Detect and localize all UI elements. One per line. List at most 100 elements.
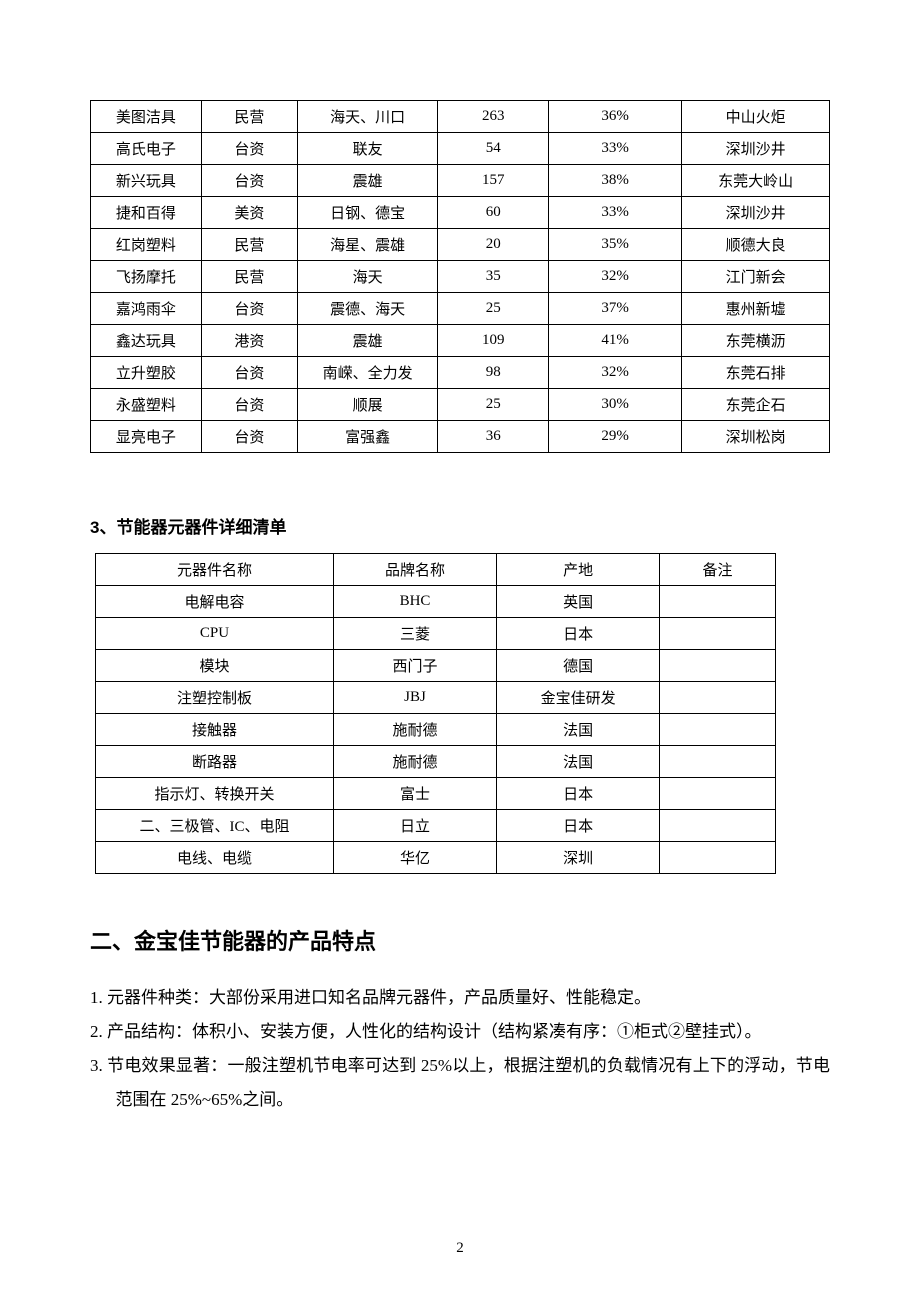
cell-origin: 德国 [497, 650, 660, 682]
cell-qty: 20 [438, 229, 549, 261]
cell-remark [660, 778, 776, 810]
cell-capital: 美资 [201, 197, 297, 229]
cell-brand: JBJ [333, 682, 496, 714]
cell-pct: 33% [549, 197, 682, 229]
cell-qty: 25 [438, 293, 549, 325]
cell-brand: 联友 [297, 133, 437, 165]
feature-item-3: 3. 节电效果显著：一般注塑机节电率可达到 25%以上，根据注塑机的负载情况有上… [90, 1049, 830, 1117]
cell-brand: 震德、海天 [297, 293, 437, 325]
cell-component: 电解电容 [96, 586, 334, 618]
table-row: 新兴玩具 台资 震雄 157 38% 东莞大岭山 [91, 165, 830, 197]
cell-component: 接触器 [96, 714, 334, 746]
cell-brand: 海天、川口 [297, 101, 437, 133]
feature-list: 1. 元器件种类：大部份采用进口知名品牌元器件，产品质量好、性能稳定。 2. 产… [90, 981, 830, 1117]
customer-cases-table: 美图洁具 民营 海天、川口 263 36% 中山火炬 高氏电子 台资 联友 54… [90, 100, 830, 453]
cell-location: 深圳沙井 [682, 133, 830, 165]
cell-capital: 民营 [201, 261, 297, 293]
cell-capital: 台资 [201, 293, 297, 325]
cell-location: 江门新会 [682, 261, 830, 293]
cell-qty: 36 [438, 421, 549, 453]
table-row: 断路器 施耐德 法国 [96, 746, 776, 778]
section-3-title: 3、节能器元器件详细清单 [90, 513, 830, 538]
cell-remark [660, 650, 776, 682]
cell-brand: 富强鑫 [297, 421, 437, 453]
cell-origin: 日本 [497, 778, 660, 810]
cell-capital: 台资 [201, 165, 297, 197]
cell-qty: 109 [438, 325, 549, 357]
table-row: 指示灯、转换开关 富士 日本 [96, 778, 776, 810]
cell-company: 显亮电子 [91, 421, 202, 453]
cell-brand: 海天 [297, 261, 437, 293]
cell-company: 飞扬摩托 [91, 261, 202, 293]
cell-company: 捷和百得 [91, 197, 202, 229]
page-number: 2 [0, 1240, 920, 1257]
cell-brand: 施耐德 [333, 714, 496, 746]
table-row: 鑫达玩具 港资 震雄 109 41% 东莞横沥 [91, 325, 830, 357]
cell-qty: 98 [438, 357, 549, 389]
table-row: CPU 三菱 日本 [96, 618, 776, 650]
header-remark: 备注 [660, 554, 776, 586]
cell-component: 模块 [96, 650, 334, 682]
cell-location: 东莞大岭山 [682, 165, 830, 197]
cell-origin: 深圳 [497, 842, 660, 874]
cell-qty: 60 [438, 197, 549, 229]
cell-remark [660, 810, 776, 842]
cell-brand: 三菱 [333, 618, 496, 650]
cell-capital: 台资 [201, 389, 297, 421]
cell-brand: 富士 [333, 778, 496, 810]
cell-company: 美图洁具 [91, 101, 202, 133]
cell-capital: 民营 [201, 101, 297, 133]
cell-origin: 法国 [497, 746, 660, 778]
cell-location: 深圳松岗 [682, 421, 830, 453]
cell-brand: 日钢、德宝 [297, 197, 437, 229]
table-row: 接触器 施耐德 法国 [96, 714, 776, 746]
cell-pct: 32% [549, 261, 682, 293]
feature-item-1: 1. 元器件种类：大部份采用进口知名品牌元器件，产品质量好、性能稳定。 [90, 981, 830, 1015]
table-row: 红岗塑料 民营 海星、震雄 20 35% 顺德大良 [91, 229, 830, 261]
cell-pct: 33% [549, 133, 682, 165]
cell-pct: 41% [549, 325, 682, 357]
cell-brand: 顺展 [297, 389, 437, 421]
cell-brand: 南嵘、全力发 [297, 357, 437, 389]
cell-capital: 港资 [201, 325, 297, 357]
cell-company: 高氏电子 [91, 133, 202, 165]
cell-location: 中山火炬 [682, 101, 830, 133]
cell-brand: 日立 [333, 810, 496, 842]
cell-company: 永盛塑料 [91, 389, 202, 421]
cell-pct: 29% [549, 421, 682, 453]
heading-section-2: 二、金宝佳节能器的产品特点 [90, 924, 830, 956]
cell-pct: 30% [549, 389, 682, 421]
cell-company: 鑫达玩具 [91, 325, 202, 357]
table-row: 高氏电子 台资 联友 54 33% 深圳沙井 [91, 133, 830, 165]
table-row: 捷和百得 美资 日钢、德宝 60 33% 深圳沙井 [91, 197, 830, 229]
table-row: 电线、电缆 华亿 深圳 [96, 842, 776, 874]
cell-pct: 36% [549, 101, 682, 133]
table-row: 二、三极管、IC、电阻 日立 日本 [96, 810, 776, 842]
table-header-row: 元器件名称 品牌名称 产地 备注 [96, 554, 776, 586]
cell-company: 红岗塑料 [91, 229, 202, 261]
cell-brand: 西门子 [333, 650, 496, 682]
table-row: 永盛塑料 台资 顺展 25 30% 东莞企石 [91, 389, 830, 421]
header-component-name: 元器件名称 [96, 554, 334, 586]
cell-component: 注塑控制板 [96, 682, 334, 714]
cell-capital: 台资 [201, 133, 297, 165]
cell-capital: 台资 [201, 421, 297, 453]
cell-remark [660, 618, 776, 650]
cell-component: 断路器 [96, 746, 334, 778]
cell-component: 电线、电缆 [96, 842, 334, 874]
cell-location: 惠州新墟 [682, 293, 830, 325]
cell-qty: 157 [438, 165, 549, 197]
cell-location: 东莞横沥 [682, 325, 830, 357]
cell-component: CPU [96, 618, 334, 650]
cell-origin: 日本 [497, 810, 660, 842]
cell-capital: 民营 [201, 229, 297, 261]
cell-component: 指示灯、转换开关 [96, 778, 334, 810]
cell-capital: 台资 [201, 357, 297, 389]
table-row: 模块 西门子 德国 [96, 650, 776, 682]
cell-brand: 震雄 [297, 325, 437, 357]
cell-origin: 法国 [497, 714, 660, 746]
components-table: 元器件名称 品牌名称 产地 备注 电解电容 BHC 英国 CPU 三菱 日本 模… [95, 553, 776, 874]
cell-origin: 金宝佳研发 [497, 682, 660, 714]
cell-pct: 38% [549, 165, 682, 197]
cell-location: 顺德大良 [682, 229, 830, 261]
